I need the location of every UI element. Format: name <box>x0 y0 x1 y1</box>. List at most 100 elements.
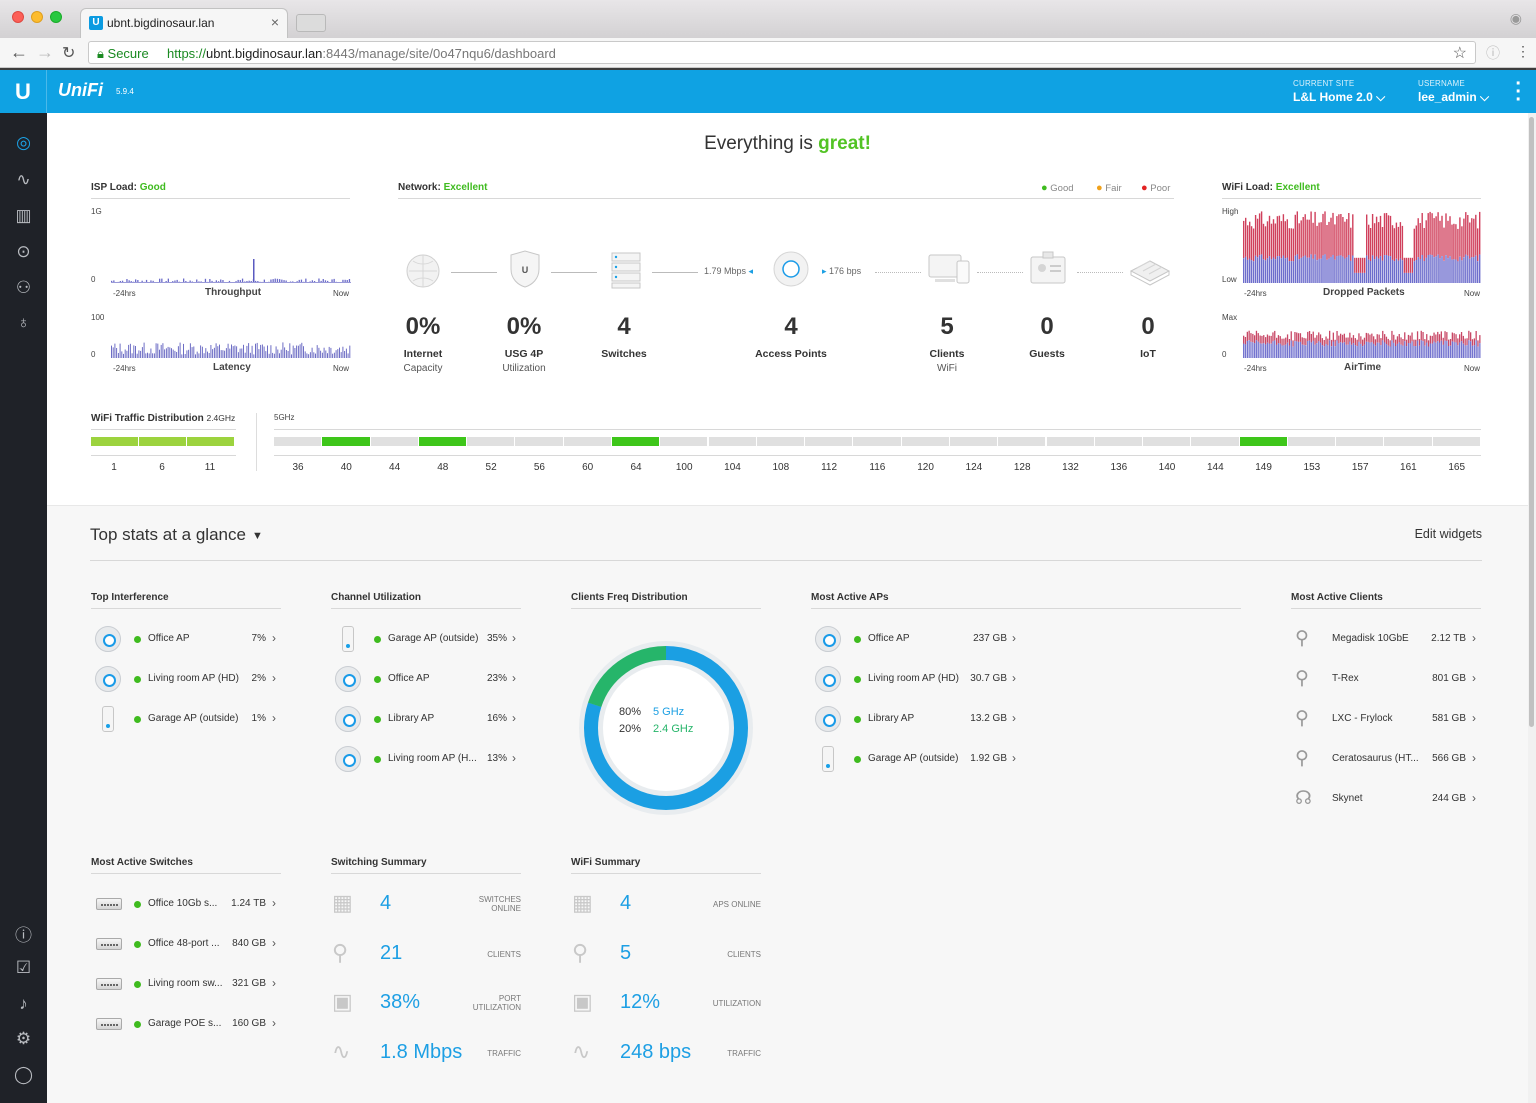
chevron-right-icon[interactable]: › <box>272 1016 276 1030</box>
access-point-icon[interactable] <box>771 249 811 289</box>
chat-support-icon[interactable]: ◯ <box>13 1065 34 1084</box>
chevron-right-icon[interactable]: › <box>272 896 276 910</box>
chart-bar <box>1477 261 1479 283</box>
close-window-button[interactable] <box>12 11 24 23</box>
chevron-right-icon[interactable]: › <box>1472 791 1476 805</box>
chevron-right-icon[interactable]: › <box>1472 751 1476 765</box>
tab-close-icon[interactable]: × <box>270 14 279 30</box>
wifi-clients-icon[interactable] <box>927 249 971 289</box>
new-tab-button[interactable] <box>296 14 326 32</box>
bookmark-star-icon[interactable]: ☆ <box>1452 45 1467 62</box>
latency-chart <box>111 342 351 358</box>
chevron-right-icon[interactable]: › <box>512 671 516 685</box>
profile-icon[interactable]: ◉ <box>1509 10 1522 26</box>
chart-bar <box>128 344 130 358</box>
minimize-window-button[interactable] <box>31 11 43 23</box>
channel-5-label: 149 <box>1255 462 1272 473</box>
chart-bar <box>1290 331 1292 341</box>
back-icon[interactable]: ← <box>10 42 28 62</box>
chart-bar <box>155 343 157 358</box>
chart-bar <box>1402 345 1404 358</box>
ubiquiti-logo-icon[interactable]: U <box>0 70 47 113</box>
row-name: Ceratosaurus (HT... <box>1332 753 1419 764</box>
dashboard-icon[interactable]: ◎ <box>16 133 31 152</box>
chart-bar <box>1449 256 1451 283</box>
devices-icon[interactable]: ⊙ <box>16 242 31 261</box>
chart-bar <box>181 354 183 358</box>
more-menu-icon[interactable]: · · · <box>1515 73 1522 111</box>
chart-bar <box>1321 338 1323 346</box>
edit-widgets-link[interactable]: Edit widgets <box>1414 527 1482 541</box>
chevron-right-icon[interactable]: › <box>1012 711 1016 725</box>
chevron-right-icon[interactable]: › <box>1012 751 1016 765</box>
row-name: LXC - Frylock <box>1332 713 1393 724</box>
iot-chip-icon[interactable] <box>1127 249 1173 289</box>
chevron-right-icon[interactable]: › <box>512 711 516 725</box>
settings-gear-icon[interactable]: ⚙ <box>15 1029 32 1048</box>
row-value: 30.7 GB <box>970 673 1007 684</box>
chart-bar <box>1260 254 1263 283</box>
chevron-right-icon[interactable]: › <box>272 631 276 645</box>
reload-icon[interactable]: ↻ <box>62 45 76 62</box>
chart-bar <box>1369 342 1371 358</box>
topology-link <box>1077 272 1123 273</box>
chrome-menu-icon[interactable]: ⋮ <box>1516 43 1530 59</box>
chart-bar <box>121 280 124 283</box>
chart-bar <box>1453 259 1455 283</box>
chart-bar <box>1324 254 1326 283</box>
chevron-right-icon[interactable]: › <box>272 976 276 990</box>
divider <box>91 455 236 456</box>
chart-bar <box>222 280 224 283</box>
chart-bar <box>114 343 116 358</box>
chart-bar <box>1270 223 1273 260</box>
top-stats-dropdown[interactable]: Top stats at a glance ▼ <box>90 525 263 545</box>
freq-distribution-donut[interactable] <box>577 639 755 817</box>
chevron-right-icon[interactable]: › <box>272 936 276 950</box>
chart-bar <box>1400 337 1402 345</box>
chevron-right-icon[interactable]: › <box>1472 671 1476 685</box>
chart-bar <box>1444 340 1446 358</box>
internet-globe-icon[interactable] <box>405 249 441 289</box>
chart-bar <box>159 278 161 283</box>
chevron-right-icon[interactable]: › <box>512 751 516 765</box>
notifications-bell-icon[interactable]: ♪ <box>19 994 28 1013</box>
page-scrollbar[interactable] <box>1528 113 1536 1103</box>
gateway-shield-icon[interactable]: U <box>508 249 542 289</box>
chevron-right-icon[interactable]: › <box>272 671 276 685</box>
chart-bar <box>1455 224 1457 260</box>
user-menu[interactable]: USERNAME lee_admin ⌵ <box>1418 79 1489 105</box>
user-wired-icon: ⚲ <box>1295 628 1309 649</box>
most-active-clients-title: Most Active Clients <box>1291 592 1383 603</box>
chart-bar <box>220 350 222 358</box>
alerts-icon[interactable]: ☑ <box>15 958 32 977</box>
chart-bar <box>1356 272 1358 283</box>
chart-bar <box>152 353 154 358</box>
status-online-dot <box>134 981 141 988</box>
chart-bar <box>1461 260 1463 283</box>
forward-icon[interactable]: → <box>36 42 54 62</box>
insights-icon[interactable]: ♁ <box>17 313 30 332</box>
chart-bar <box>342 279 344 283</box>
chevron-right-icon[interactable]: › <box>1012 631 1016 645</box>
chevron-right-icon[interactable]: › <box>512 631 516 645</box>
chart-bar <box>1415 260 1417 283</box>
site-selector[interactable]: CURRENT SITE L&L Home 2.0 ⌵ <box>1293 79 1385 105</box>
chart-bar <box>232 346 234 358</box>
map-icon[interactable]: ▥ <box>15 206 32 225</box>
guest-badge-icon[interactable] <box>1029 249 1067 289</box>
chart-bar <box>1471 345 1474 358</box>
statistics-icon[interactable]: ∿ <box>16 170 31 189</box>
extension-icon[interactable]: ⓘ <box>1486 45 1500 61</box>
info-icon[interactable]: ⓘ <box>15 926 32 945</box>
switch-stack-icon[interactable] <box>610 249 642 289</box>
maximize-window-button[interactable] <box>50 11 62 23</box>
scroll-thumb[interactable] <box>1529 117 1534 727</box>
chevron-right-icon[interactable]: › <box>1472 631 1476 645</box>
address-bar[interactable]: 🔒︎ Secure https://ubnt.bigdinosaur.lan:8… <box>88 41 1476 64</box>
chevron-right-icon[interactable]: › <box>1472 711 1476 725</box>
dropped-packets-chart <box>1243 211 1481 283</box>
chevron-right-icon[interactable]: › <box>1012 671 1016 685</box>
chevron-right-icon[interactable]: › <box>272 711 276 725</box>
browser-tab[interactable]: U ubnt.bigdinosaur.lan × <box>80 8 288 38</box>
clients-icon[interactable]: ⚇ <box>15 278 32 297</box>
